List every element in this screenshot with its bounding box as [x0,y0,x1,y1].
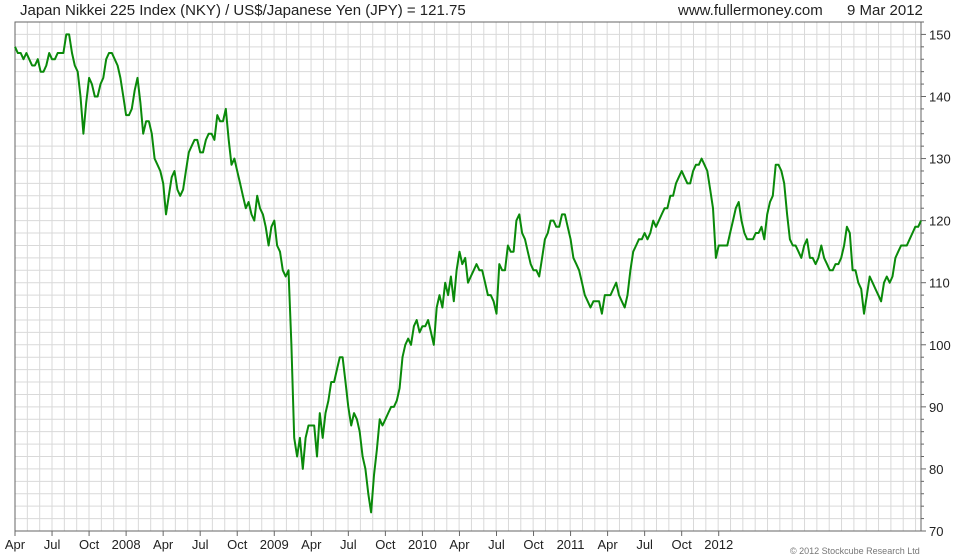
x-tick-label: Jul [340,537,357,552]
x-tick-label: Oct [375,537,396,552]
x-tick-label: Jul [44,537,61,552]
chart-header: Japan Nikkei 225 Index (NKY) / US$/Japan… [0,0,980,22]
plot-border [14,21,922,532]
x-tick-label: Oct [227,537,248,552]
y-tick-label: 100 [929,338,951,353]
x-tick-label: Apr [5,537,26,552]
x-tick-label: 2011 [557,537,585,552]
chart-date: 9 Mar 2012 [847,2,923,19]
x-tick-label: 2009 [260,537,289,552]
y-tick-label: 90 [929,400,943,415]
x-tick-label: 2010 [408,537,437,552]
series-line [14,33,922,514]
x-tick-label: Jul [192,537,209,552]
x-tick-label: Oct [523,537,544,552]
x-tick-label: Jul [488,537,505,552]
x-tick-label: Apr [153,537,174,552]
y-tick-label: 130 [929,152,951,167]
x-tick-label: 2008 [112,537,141,552]
x-tick-label: Oct [79,537,100,552]
y-tick-label: 140 [929,89,951,104]
y-tick-label: 110 [929,276,950,291]
x-tick-label: 2012 [704,537,733,552]
source-site: www.fullermoney.com [678,2,823,19]
x-tick-label: Apr [449,537,470,552]
x-tick-label: Jul [636,537,653,552]
y-tick-label: 120 [929,214,951,229]
copyright-credit: © 2012 Stockcube Research Ltd [790,546,920,556]
x-tick-label: Apr [597,537,618,552]
y-tick-label: 80 [929,462,943,477]
x-tick-label: Oct [672,537,693,552]
y-tick-label: 70 [929,524,943,539]
chart-title: Japan Nikkei 225 Index (NKY) / US$/Japan… [20,2,466,19]
x-tick-label: Apr [301,537,322,552]
y-tick-label: 150 [929,27,951,42]
